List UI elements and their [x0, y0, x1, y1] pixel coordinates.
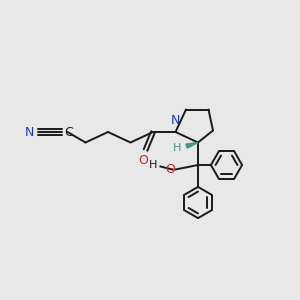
Text: H: H: [149, 160, 158, 170]
Text: O: O: [166, 163, 176, 176]
Text: N: N: [25, 125, 34, 139]
Text: O: O: [138, 154, 148, 166]
Text: H: H: [173, 142, 182, 153]
Polygon shape: [186, 142, 198, 148]
Text: N: N: [171, 114, 180, 127]
Text: C: C: [64, 125, 73, 139]
